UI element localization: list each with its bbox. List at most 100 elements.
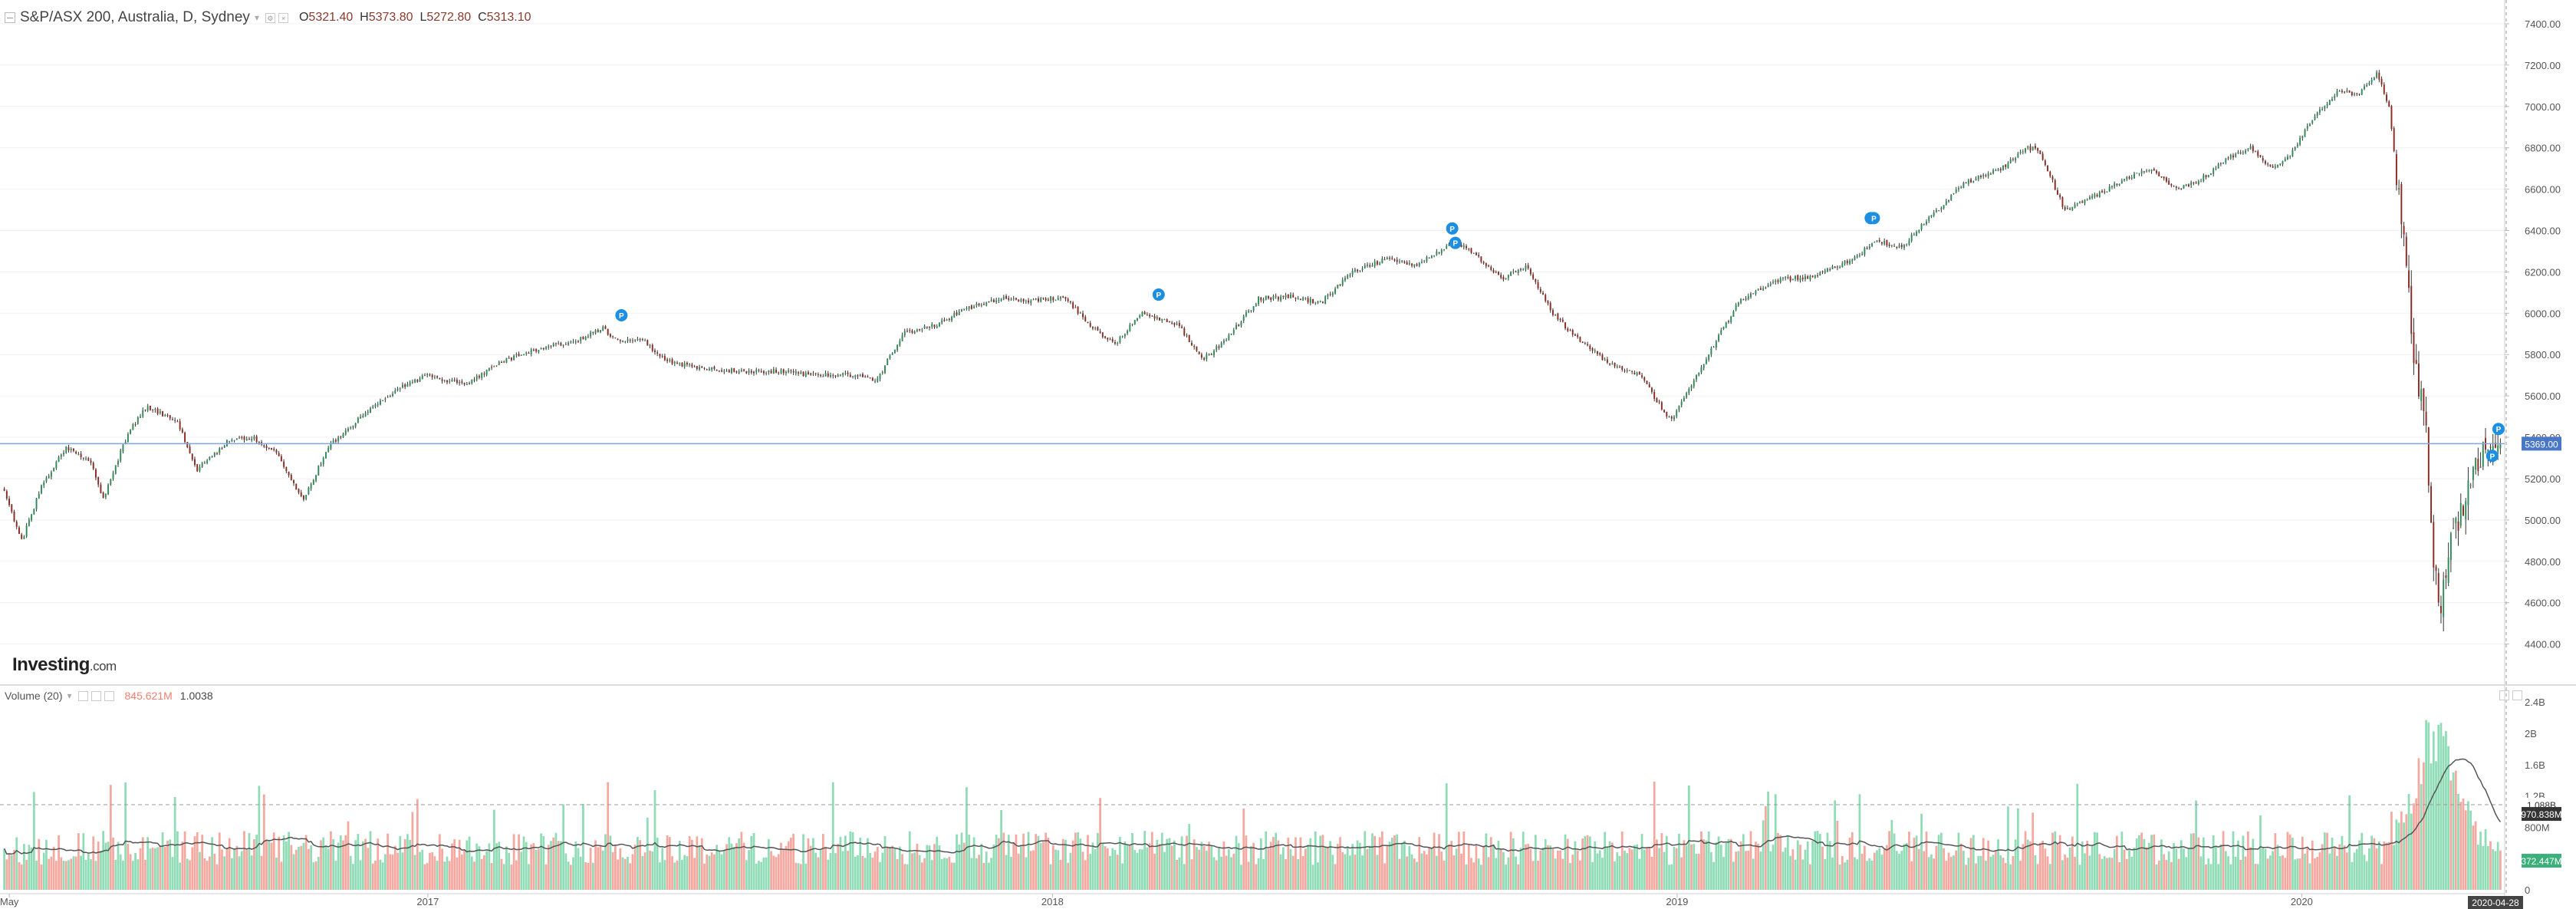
- volume-bar: [94, 861, 97, 890]
- candle-body: [1769, 283, 1772, 285]
- candle-body: [1480, 256, 1482, 262]
- volume-bar: [1695, 853, 1698, 890]
- candle-body: [1443, 249, 1445, 251]
- candle-body: [401, 384, 403, 388]
- volume-bar: [114, 859, 117, 890]
- maximize-icon[interactable]: [2512, 690, 2522, 700]
- volume-bar: [1737, 851, 1740, 890]
- candle-body: [1957, 188, 1959, 189]
- volume-bar: [54, 861, 58, 890]
- candle-body: [2282, 161, 2284, 165]
- volume-bar: [349, 855, 352, 890]
- volume-bar: [1888, 831, 1890, 890]
- volume-bar: [1166, 838, 1169, 890]
- candle-body: [1347, 275, 1349, 278]
- volume-bar: [2239, 860, 2242, 890]
- candle-body: [2262, 157, 2264, 161]
- candle-body: [2130, 177, 2133, 179]
- candle-body: [1918, 229, 1920, 232]
- volume-bar: [2266, 858, 2269, 890]
- candle-body: [1940, 208, 1943, 210]
- candle-body: [1606, 359, 1608, 363]
- candle-body: [2170, 183, 2173, 186]
- volume-bar: [1953, 855, 1955, 890]
- candle-body: [869, 377, 871, 379]
- volume-bar: [1032, 850, 1035, 890]
- time-axis[interactable]: May 2017 2018 2019 2020: [0, 894, 2313, 907]
- candle-body: [2269, 164, 2272, 166]
- candle-body: [1064, 297, 1067, 299]
- volume-bar: [601, 850, 604, 890]
- candle-body: [2425, 411, 2427, 426]
- volume-bar: [2224, 851, 2227, 890]
- eye-icon[interactable]: [77, 690, 88, 701]
- volume-title[interactable]: Volume (20): [5, 690, 63, 702]
- candle-body: [1107, 338, 1109, 340]
- volume-bar: [609, 835, 612, 890]
- candle-body: [67, 447, 70, 450]
- candle-body: [2076, 203, 2078, 205]
- candle-body: [808, 372, 809, 374]
- chevron-down-icon[interactable]: ▾: [67, 690, 72, 701]
- volume-bar: [80, 855, 82, 890]
- candle-body: [1819, 272, 1821, 276]
- close-icon[interactable]: ×: [278, 12, 288, 23]
- volume-bar: [1475, 845, 1478, 890]
- volume-bar: [2393, 845, 2396, 890]
- candle-body: [1411, 263, 1413, 266]
- volume-bar: [1104, 846, 1107, 890]
- volume-bar: [1900, 851, 1903, 890]
- candle-body: [1084, 316, 1087, 321]
- volume-bar: [240, 851, 243, 890]
- volume-bar: [423, 864, 426, 890]
- volume-bar: [2437, 724, 2440, 890]
- volume-bar: [881, 852, 884, 890]
- volume-bar: [2264, 848, 2267, 890]
- settings-icon[interactable]: ⚙: [265, 12, 275, 23]
- volume-bar: [1826, 832, 1829, 890]
- volume-bar: [2336, 855, 2338, 890]
- close-icon[interactable]: [104, 690, 114, 701]
- candle-body: [132, 424, 134, 430]
- volume-bar: [1949, 856, 1953, 890]
- volume-bar: [97, 841, 100, 890]
- candle-body: [1641, 375, 1643, 377]
- volume-bar: [2346, 852, 2348, 890]
- volume-bar: [298, 847, 300, 890]
- volume-bar: [2452, 772, 2455, 890]
- candle-body: [1858, 255, 1860, 256]
- price-axis[interactable]: 4400.004600.004800.005000.005200.005400.…: [2505, 18, 2561, 650]
- gridlines: [0, 23, 2505, 645]
- collapse-icon[interactable]: [5, 12, 15, 23]
- volume-bar: [302, 842, 305, 890]
- volume-bar: [1742, 834, 1745, 890]
- candle-body: [1302, 297, 1304, 301]
- candle-body: [327, 447, 330, 452]
- volume-bar: [15, 837, 18, 890]
- volume-bar: [560, 841, 562, 890]
- volume-bar: [725, 844, 728, 890]
- candle-body: [1287, 294, 1289, 298]
- candle-body: [580, 337, 582, 341]
- candle-body: [723, 371, 725, 372]
- candle-body: [1329, 294, 1331, 295]
- settings-icon[interactable]: [90, 690, 101, 701]
- candle-body: [1262, 299, 1265, 301]
- volume-bar: [2189, 833, 2193, 890]
- volume-bar: [1547, 845, 1549, 890]
- candle-body: [2465, 501, 2467, 520]
- symbol-title[interactable]: S&P/ASX 200, Australia, D, Sydney: [20, 9, 250, 25]
- candle-body: [637, 338, 639, 341]
- volume-bar: [1091, 842, 1094, 890]
- candle-body: [1198, 351, 1200, 354]
- event-markers[interactable]: PPPPPPPP: [615, 212, 2505, 463]
- volume-bar: [381, 862, 384, 890]
- chevron-down-icon[interactable]: ▾: [254, 12, 259, 23]
- volume-bar: [1618, 855, 1621, 890]
- candle-body: [973, 306, 975, 309]
- minimize-icon[interactable]: [2499, 690, 2509, 700]
- time-tick-label: May: [0, 896, 19, 907]
- candle-body: [2190, 182, 2193, 186]
- volume-bar: [112, 837, 114, 890]
